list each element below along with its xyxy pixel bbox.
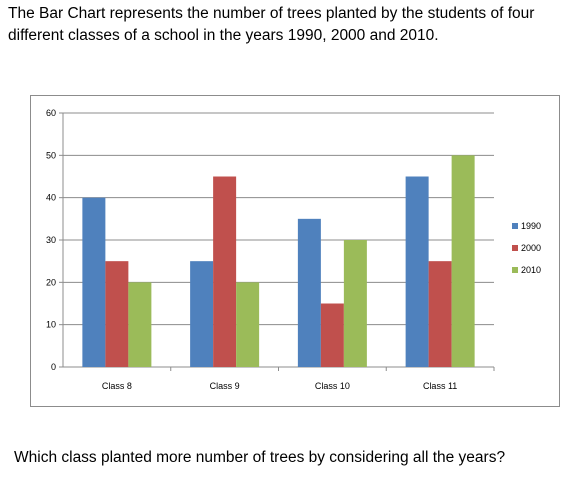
intro-text: The Bar Chart represents the number of t… <box>8 5 535 44</box>
y-tick-label: 10 <box>46 320 56 330</box>
y-tick-label: 60 <box>46 108 56 118</box>
legend-label-2010: 2010 <box>521 265 541 275</box>
x-tick-label: Class 10 <box>315 381 350 391</box>
y-tick-label: 30 <box>46 235 56 245</box>
legend-swatch-1990 <box>512 223 518 229</box>
bar-1990-class-9 <box>190 261 214 367</box>
y-tick-labels: 0 10 20 30 40 50 60 <box>46 108 56 372</box>
bar-2010-class-9 <box>236 282 260 367</box>
legend-label-1990: 1990 <box>521 221 541 231</box>
question-text: Which class planted more number of trees… <box>14 449 506 466</box>
x-tick-labels: Class 8 Class 9 Class 10 Class 11 <box>102 381 457 391</box>
bars <box>82 155 475 367</box>
y-tick-label: 20 <box>46 277 56 287</box>
bar-2010-class-11 <box>451 155 475 367</box>
bar-1990-class-10 <box>297 218 321 367</box>
bar-2000-class-11 <box>428 261 452 367</box>
bar-2000-class-9 <box>213 176 237 367</box>
legend-label-2000: 2000 <box>521 243 541 253</box>
legend-swatch-2000 <box>512 245 518 251</box>
legend: 1990 2000 2010 <box>512 221 541 275</box>
bar-2000-class-8 <box>105 261 129 367</box>
bar-2010-class-10 <box>343 240 367 367</box>
bar-1990-class-8 <box>82 197 106 367</box>
y-tick-label: 40 <box>46 193 56 203</box>
chart-area: 0 10 20 30 40 50 60 Class 8 Class 9 Class 10 Clas… <box>30 95 560 407</box>
bar-2010-class-8 <box>128 282 152 367</box>
bar-2000-class-10 <box>320 303 344 367</box>
x-tick-label: Class 8 <box>102 381 132 391</box>
x-tick-label: Class 11 <box>423 381 457 391</box>
y-tick-label: 0 <box>51 362 56 372</box>
x-tick-label: Class 9 <box>210 381 240 391</box>
bar-1990-class-11 <box>405 176 429 367</box>
y-tick-label: 50 <box>46 150 56 160</box>
legend-swatch-2010 <box>512 267 518 273</box>
